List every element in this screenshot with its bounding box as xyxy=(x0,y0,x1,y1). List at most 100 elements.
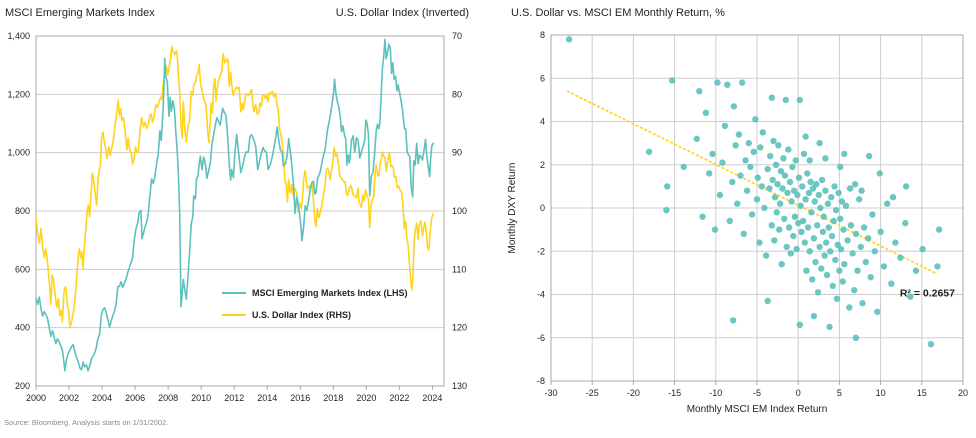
dxy-line xyxy=(35,45,435,329)
scatter-point xyxy=(802,196,809,203)
y-axis-tick-label: 2 xyxy=(540,160,545,170)
x-axis-tick-label: 5 xyxy=(837,388,842,398)
scatter-point xyxy=(782,96,789,104)
scatter-point xyxy=(757,144,764,151)
scatter-point xyxy=(729,178,736,186)
scatter-point xyxy=(837,215,844,222)
x-axis-tick-label: 2018 xyxy=(323,393,343,403)
scatter-point xyxy=(797,202,804,209)
plot-border xyxy=(550,34,964,382)
scatter-point xyxy=(745,139,752,147)
y-axis-tick-label: -2 xyxy=(537,246,545,256)
scatter-point xyxy=(801,239,808,246)
scatter-point xyxy=(729,317,737,324)
scatter-point xyxy=(721,122,729,129)
scatter-point xyxy=(663,207,670,214)
scatter-point xyxy=(804,224,812,231)
scatter-point xyxy=(858,187,865,194)
scatter-point xyxy=(793,245,800,253)
scatter-point xyxy=(762,252,770,259)
scatter-point xyxy=(876,170,883,177)
scatter-point xyxy=(774,181,781,188)
scatter-point xyxy=(740,230,747,238)
line-chart-panel: MSCI Emerging Markets Index U.S. Dollar … xyxy=(4,7,469,427)
scatter-point xyxy=(807,178,814,186)
scatter-point xyxy=(743,187,751,194)
scatter-point xyxy=(795,174,803,181)
scatter-point xyxy=(822,187,829,194)
scatter-point xyxy=(827,248,834,255)
scatter-point xyxy=(833,295,841,302)
scatter-point xyxy=(767,152,774,160)
scatter-point xyxy=(787,250,794,257)
scatter-point xyxy=(889,194,897,201)
scatter-point xyxy=(812,258,819,266)
scatter-point xyxy=(888,280,895,287)
scatter-point xyxy=(770,137,777,145)
x-axis-tick-label: 10 xyxy=(876,388,886,398)
scatter-point xyxy=(857,243,864,251)
scatter-point xyxy=(680,163,687,171)
scatter-point xyxy=(753,196,761,203)
scatter-chart-panel: U.S. Dollar vs. MSCI EM Monthly Return, … xyxy=(500,0,976,438)
source-note: Source: Bloomberg. Analysis starts on 1/… xyxy=(4,418,169,427)
x-axis-tick-label: 20 xyxy=(958,388,968,398)
scatter-point xyxy=(852,230,860,238)
legend-item-dxy: U.S. Dollar Index (RHS) xyxy=(222,304,408,326)
scatter-point xyxy=(796,321,803,328)
left-axis-tick-label: 400 xyxy=(15,323,30,333)
scatter-point xyxy=(794,191,801,199)
scatter-point xyxy=(841,150,848,158)
left-axis-tick-label: 200 xyxy=(15,381,30,391)
x-axis-tick-label: 2000 xyxy=(26,393,46,403)
scatter-point xyxy=(817,204,824,212)
x-axis-tick-label: -30 xyxy=(544,388,557,398)
x-axis-tick-label: 2002 xyxy=(59,393,79,403)
scatter-point xyxy=(783,243,790,251)
scatter-point xyxy=(814,289,822,296)
scatter-point xyxy=(775,142,782,149)
scatter-point xyxy=(854,267,861,274)
scatter-point xyxy=(847,222,855,229)
scatter-point xyxy=(860,224,868,231)
scatter-point xyxy=(719,159,726,166)
scatter-point xyxy=(756,239,763,246)
line-chart-legend: MSCI Emerging Markets Index (LHS) U.S. D… xyxy=(222,282,408,326)
scatter-point xyxy=(565,36,573,43)
y-axis-tick-label: 4 xyxy=(540,117,545,127)
scatter-point xyxy=(934,263,941,270)
x-axis-tick-label: 2020 xyxy=(356,393,376,403)
scatter-point xyxy=(828,194,835,201)
scatter-point xyxy=(824,200,832,207)
scatter-point xyxy=(809,276,816,283)
scatter-point xyxy=(840,226,847,233)
scatter-point xyxy=(805,189,813,197)
scatter-point xyxy=(769,176,776,184)
scatter-point xyxy=(829,282,836,290)
scatter-point xyxy=(776,200,784,207)
scatter-point xyxy=(714,79,721,86)
left-axis-tick-label: 800 xyxy=(15,206,30,216)
scatter-point xyxy=(771,194,779,201)
scatter-point xyxy=(786,178,794,186)
scatter-point xyxy=(867,274,874,281)
scatter-point xyxy=(734,200,741,207)
x-axis-tick-label: -25 xyxy=(586,388,599,398)
right-axis-tick-label: 70 xyxy=(452,31,462,41)
x-axis-tick-label: -5 xyxy=(753,388,761,398)
scatter-point xyxy=(846,304,853,311)
scatter-point xyxy=(862,258,869,266)
scatter-point xyxy=(754,174,761,181)
scatter-point xyxy=(839,278,846,285)
scatter-point xyxy=(645,148,653,155)
scatter-point xyxy=(699,213,706,220)
scatter-point xyxy=(664,183,671,190)
legend-swatch-msci-icon xyxy=(222,292,246,294)
scatter-point xyxy=(837,245,845,253)
x-axis-tick-label: 0 xyxy=(796,388,801,398)
scatter-point xyxy=(784,189,791,197)
left-axis-tick-label: 1,200 xyxy=(7,89,30,99)
scatter-point xyxy=(806,157,813,164)
scatter-point xyxy=(696,88,703,95)
